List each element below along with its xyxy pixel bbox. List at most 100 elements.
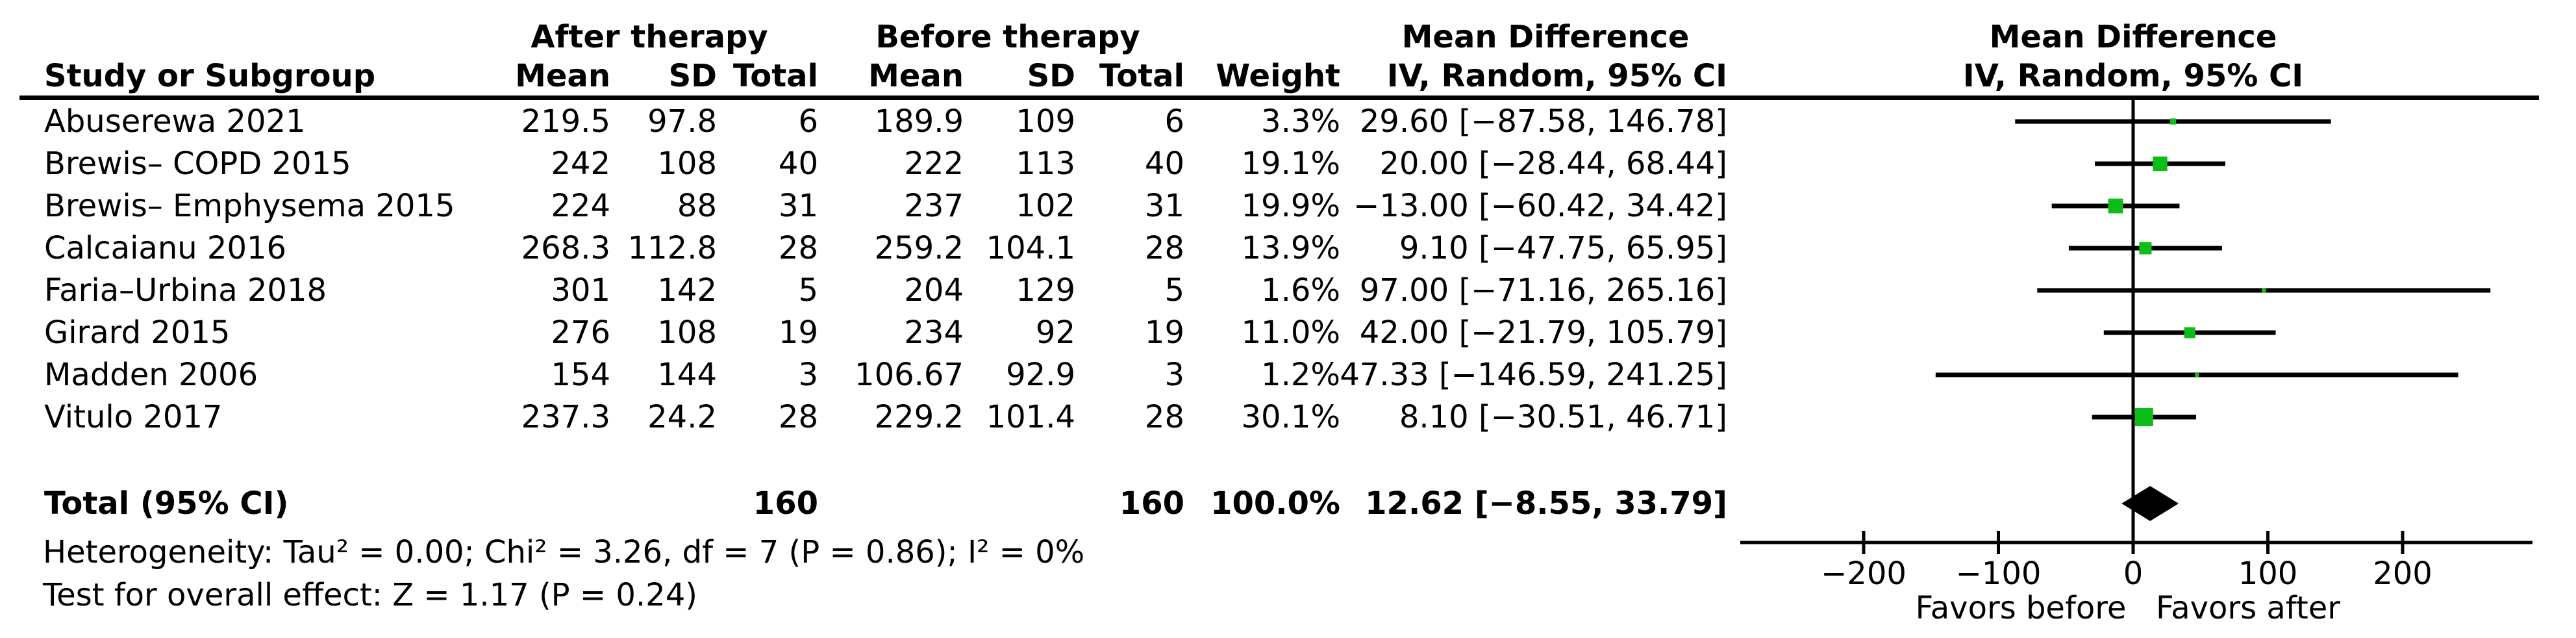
sd-after-cell: 144 — [657, 357, 717, 393]
sd-after-col-header: SD — [668, 58, 717, 94]
mean-before-cell: 106.67 — [855, 357, 964, 393]
effect-marker — [2184, 327, 2195, 338]
effect-marker — [2134, 408, 2153, 426]
weight-cell: 11.0% — [1241, 314, 1340, 351]
sd-after-cell: 24.2 — [647, 399, 717, 435]
mean-difference-text-header: Mean Difference — [1401, 19, 1690, 55]
weight-cell: 13.9% — [1241, 230, 1340, 266]
mean-after-cell: 154 — [551, 357, 610, 393]
ci-cell: 47.33 [−146.59, 241.25] — [1340, 357, 1727, 393]
mean-after-col-header: Mean — [515, 58, 610, 94]
mean-after-cell: 219.5 — [521, 103, 610, 140]
total-before-cell: 19 — [1144, 314, 1184, 351]
ci-cell: 42.00 [−21.79, 105.79] — [1359, 314, 1727, 351]
weight-cell: 3.3% — [1261, 103, 1340, 140]
study-label: Brewis– COPD 2015 — [44, 146, 351, 182]
x-axis-tick-label: 0 — [2123, 555, 2144, 592]
x-axis-tick-label: 100 — [2238, 555, 2298, 592]
sd-before-cell: 109 — [1016, 103, 1075, 140]
sd-after-cell: 108 — [657, 146, 717, 182]
total-after-cell: 28 — [778, 230, 818, 266]
effect-marker — [2170, 118, 2177, 125]
mean-before-cell: 259.2 — [874, 230, 964, 266]
mean-after-cell: 242 — [551, 146, 610, 182]
ci-cell: −13.00 [−60.42, 34.42] — [1353, 188, 1727, 224]
total-before-cell: 6 — [1164, 103, 1184, 140]
study-col-header: Study or Subgroup — [44, 58, 376, 94]
study-label: Faria–Urbina 2018 — [44, 272, 327, 309]
total-row-label: Total (95% CI) — [44, 485, 289, 522]
study-label: Brewis– Emphysema 2015 — [44, 188, 455, 224]
after-therapy-group-header: After therapy — [531, 19, 768, 55]
mean-after-cell: 268.3 — [521, 230, 610, 266]
total-before-cell: 40 — [1144, 146, 1184, 182]
heterogeneity-text: Heterogeneity: Tau² = 0.00; Chi² = 3.26,… — [43, 534, 1085, 570]
study-label: Abuserewa 2021 — [44, 103, 306, 140]
sd-after-cell: 108 — [657, 314, 717, 351]
x-axis-tick-label: −100 — [1956, 555, 2042, 592]
ci-cell: 20.00 [−28.44, 68.44] — [1379, 146, 1727, 182]
mean-after-cell: 237.3 — [521, 399, 610, 435]
weight-cell: 19.9% — [1241, 188, 1340, 224]
total-after-cell: 3 — [798, 357, 818, 393]
total-after-total-cell: 160 — [753, 485, 818, 522]
mean-before-cell: 222 — [904, 146, 964, 182]
total-ci-cell: 12.62 [−8.55, 33.79] — [1365, 485, 1727, 522]
weight-cell: 1.6% — [1261, 272, 1340, 309]
total-before-cell: 28 — [1144, 399, 1184, 435]
mean-before-cell: 237 — [904, 188, 964, 224]
sd-before-cell: 102 — [1016, 188, 1075, 224]
total-after-cell: 19 — [778, 314, 818, 351]
study-label: Vitulo 2017 — [44, 399, 223, 435]
sd-before-cell: 113 — [1016, 146, 1075, 182]
total-before-total-cell: 160 — [1119, 485, 1184, 522]
total-before-cell: 28 — [1144, 230, 1184, 266]
mean-before-cell: 234 — [904, 314, 964, 351]
weight-col-header: Weight — [1216, 58, 1340, 94]
study-label: Girard 2015 — [44, 314, 231, 351]
mean-before-cell: 189.9 — [874, 103, 964, 140]
ci-plot-col-header: IV, Random, 95% CI — [1962, 58, 2304, 94]
favors-left-label: Favors before — [1916, 590, 2127, 626]
ci-text-col-header: IV, Random, 95% CI — [1386, 58, 1727, 94]
total-after-cell: 5 — [798, 272, 818, 309]
effect-marker — [2153, 156, 2168, 172]
sd-before-cell: 129 — [1016, 272, 1075, 309]
total-after-cell: 40 — [778, 146, 818, 182]
effect-marker — [2195, 373, 2199, 377]
mean-before-col-header: Mean — [868, 58, 964, 94]
ci-cell: 97.00 [−71.16, 265.16] — [1359, 272, 1727, 309]
sd-after-cell: 112.8 — [627, 230, 717, 266]
total-after-cell: 6 — [798, 103, 818, 140]
header-separator-line — [19, 96, 2539, 100]
favors-right-label: Favors after — [2156, 590, 2340, 626]
total-before-col-header: Total — [1099, 58, 1184, 94]
sd-before-cell: 101.4 — [986, 399, 1075, 435]
total-after-cell: 31 — [778, 188, 818, 224]
ci-cell: 9.10 [−47.75, 65.95] — [1399, 230, 1727, 266]
sd-before-cell: 92.9 — [1006, 357, 1075, 393]
effect-marker — [2108, 198, 2123, 214]
mean-after-cell: 276 — [551, 314, 610, 351]
x-axis-tick-label: −200 — [1821, 555, 1907, 592]
sd-before-cell: 92 — [1035, 314, 1075, 351]
sd-before-col-header: SD — [1027, 58, 1075, 94]
ci-cell: 8.10 [−30.51, 46.71] — [1399, 399, 1727, 435]
overall-effect-text: Test for overall effect: Z = 1.17 (P = 0… — [43, 577, 697, 613]
total-before-cell: 5 — [1164, 272, 1184, 309]
total-before-cell: 31 — [1144, 188, 1184, 224]
before-therapy-group-header: Before therapy — [875, 19, 1140, 55]
mean-before-cell: 204 — [904, 272, 964, 309]
total-diamond — [2121, 486, 2179, 521]
weight-cell: 30.1% — [1241, 399, 1340, 435]
effect-marker — [2139, 242, 2152, 255]
mean-difference-plot-header: Mean Difference — [1989, 19, 2277, 55]
sd-after-cell: 97.8 — [647, 103, 717, 140]
total-after-cell: 28 — [778, 399, 818, 435]
total-weight-cell: 100.0% — [1210, 485, 1340, 522]
sd-after-cell: 88 — [677, 188, 717, 224]
sd-before-cell: 104.1 — [986, 230, 1075, 266]
study-label: Calcaianu 2016 — [44, 230, 287, 266]
weight-cell: 19.1% — [1241, 146, 1340, 182]
